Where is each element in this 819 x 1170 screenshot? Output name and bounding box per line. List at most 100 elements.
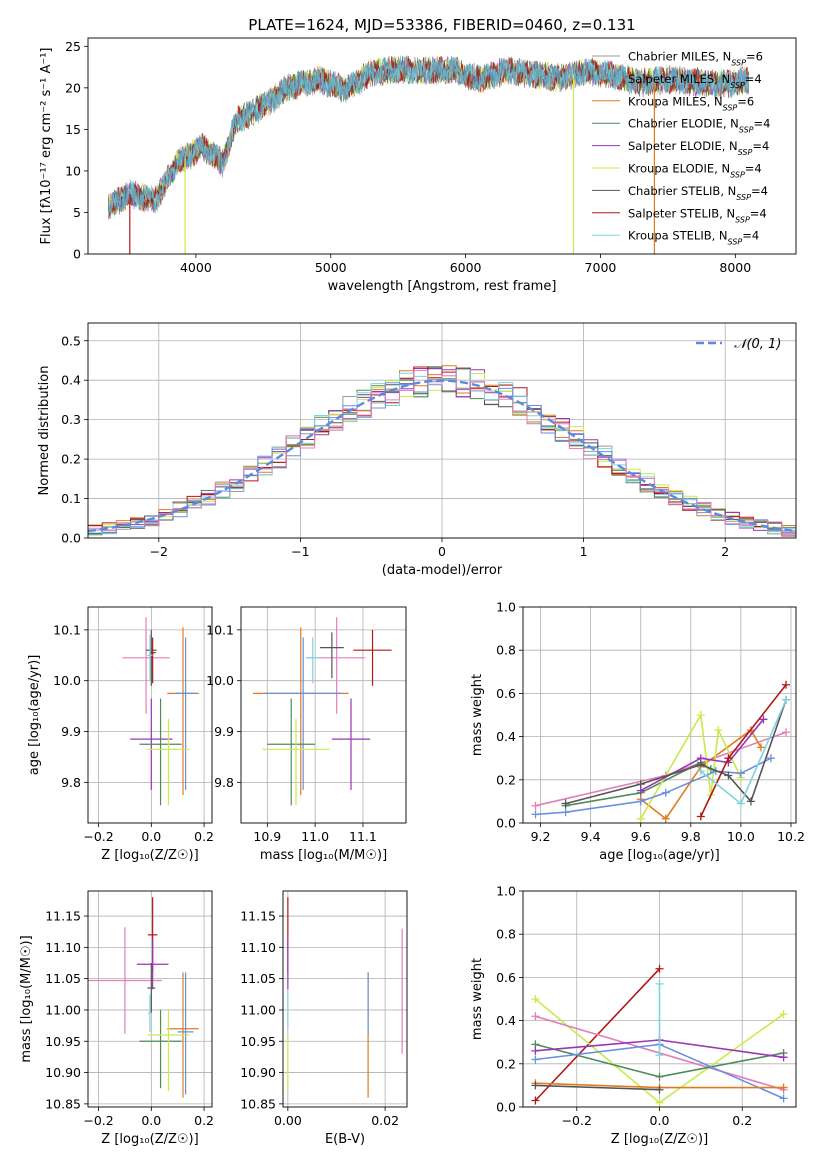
axes-frame — [87, 37, 797, 255]
normal-curve — [88, 379, 796, 533]
y-tick-label: 0.2 — [496, 772, 516, 787]
y-tick-label: 0.2 — [496, 1056, 516, 1071]
plus-marker — [779, 1010, 788, 1019]
x-tick-label: −0.2 — [83, 829, 113, 844]
errorbar-point — [307, 617, 366, 714]
y-tick-label: 10.1 — [206, 622, 234, 637]
y-tick-label: 10.85 — [240, 1096, 276, 1111]
spectrum-salpeter-miles — [107, 55, 749, 214]
weight-lines — [531, 680, 790, 823]
y-tick-label: 9.8 — [214, 775, 234, 790]
x-axis-label: Z [log₁₀(Z/Z☉)] — [101, 1132, 198, 1147]
y-axis-label: mass weight — [470, 958, 485, 1040]
x-tick-label: 9.6 — [631, 829, 651, 844]
plus-marker — [636, 797, 645, 806]
panel-age-vs-Z: −0.2 0.0 0.2 9.8 9.9 10.0 10.1 Z [log₁₀(Z/Z☉)] a… — [27, 606, 214, 863]
x-tick-label: 7000 — [585, 260, 617, 275]
plus-marker — [531, 1012, 540, 1021]
plus-marker — [655, 1085, 664, 1094]
y-tick-label: 0.1 — [61, 491, 81, 506]
x-tick-label: 4000 — [180, 260, 212, 275]
y-tick-label: 0.5 — [61, 333, 81, 348]
y-tick-label: 10.95 — [45, 1034, 81, 1049]
y-tick-label: 0.4 — [496, 1013, 516, 1028]
y-tick-label: 25 — [65, 39, 81, 54]
plus-marker — [655, 1098, 664, 1107]
plus-marker — [766, 754, 775, 763]
y-tick-label: 10.95 — [240, 1034, 276, 1049]
y-tick-label: 15 — [65, 122, 81, 137]
x-tick-label: −1 — [291, 544, 309, 559]
histogram-series — [88, 369, 796, 535]
x-tick-label: 0.0 — [141, 1113, 161, 1128]
x-tick-label: 6000 — [450, 260, 482, 275]
y-tick-label: 0.3 — [61, 412, 81, 427]
weight-line — [565, 761, 712, 807]
x-tick-label: 0.2 — [732, 1113, 752, 1128]
plus-marker — [531, 1046, 540, 1055]
y-tick-label: 11.00 — [45, 1002, 81, 1017]
plus-marker — [655, 979, 664, 988]
y-tick-label: 11.10 — [240, 940, 276, 955]
legend-label: Kroupa ELODIE, NSSP=4 — [628, 162, 762, 180]
x-axis-label: (data-model)/error — [382, 563, 503, 578]
y-axis-label: mass weight — [470, 674, 485, 756]
y-tick-label: 10 — [65, 163, 81, 178]
plus-marker — [531, 995, 540, 1003]
y-tick-label: 0.8 — [496, 643, 516, 658]
errorbars — [287, 897, 403, 1098]
plus-marker — [779, 1094, 788, 1103]
errorbar-point — [167, 627, 199, 796]
y-tick-label: 0.2 — [61, 452, 81, 467]
y-tick-label: 9.8 — [61, 775, 81, 790]
plus-marker — [779, 1083, 788, 1092]
axes-frame — [522, 890, 797, 1108]
x-tick-label: 9.4 — [581, 829, 601, 844]
x-tick-label: −0.2 — [83, 1113, 113, 1128]
y-tick-label: 11.05 — [240, 971, 276, 986]
x-axis-label: wavelength [Angstrom, rest frame] — [328, 279, 557, 294]
legend-label: Salpeter ELODIE, NSSP=4 — [628, 139, 769, 157]
weight-lines — [531, 964, 788, 1107]
x-tick-label: 11.1 — [349, 829, 377, 844]
x-tick-label: 9.2 — [531, 829, 551, 844]
axes-frame — [522, 606, 797, 824]
y-tick-label: 10.90 — [240, 1065, 276, 1080]
y-tick-label: 10.1 — [53, 622, 81, 637]
y-tick-label: 1.0 — [496, 884, 516, 899]
weight-line — [535, 1084, 660, 1091]
y-tick-label: 0.6 — [496, 686, 516, 701]
y-tick-label: 10.85 — [45, 1096, 81, 1111]
histogram-series — [88, 369, 796, 537]
axes-frame — [87, 606, 213, 824]
plus-marker — [655, 1072, 664, 1081]
legend-label: 𝒩(0, 1) — [734, 337, 781, 352]
y-axis-label: age [log₁₀(age/yr)] — [27, 655, 42, 776]
y-axis-label: Normed distribution — [37, 366, 52, 496]
legend-label: Chabrier MILES, NSSP=6 — [628, 50, 763, 68]
legend-label: Kroupa STELIB, NSSP=4 — [628, 229, 759, 247]
errorbar-point — [177, 972, 194, 1095]
errorbars — [122, 617, 199, 806]
y-tick-label: 11.00 — [240, 1002, 276, 1017]
x-tick-label: 9.8 — [681, 829, 701, 844]
errorbar-point — [305, 637, 320, 684]
y-tick-label: 20 — [65, 80, 81, 95]
legend-label: Salpeter STELIB, NSSP=4 — [628, 206, 767, 224]
y-tick-label: 10.0 — [53, 673, 81, 688]
x-tick-label: 2 — [721, 544, 729, 559]
x-axis-label: mass [log₁₀(M/M☉)] — [260, 848, 387, 863]
y-tick-label: 9.9 — [214, 724, 234, 739]
plus-marker — [531, 810, 540, 819]
weight-line — [565, 699, 787, 805]
plus-marker — [655, 1051, 664, 1060]
y-tick-label: 10.90 — [45, 1065, 81, 1080]
plus-marker — [531, 1055, 540, 1064]
legend-label: Chabrier ELODIE, NSSP=4 — [628, 117, 770, 135]
y-tick-label: 0.0 — [496, 816, 516, 831]
y-tick-label: 0.4 — [496, 729, 516, 744]
plus-marker — [661, 814, 670, 823]
plus-marker — [531, 1096, 540, 1105]
plus-marker — [781, 680, 790, 689]
y-tick-label: 11.05 — [45, 971, 81, 986]
